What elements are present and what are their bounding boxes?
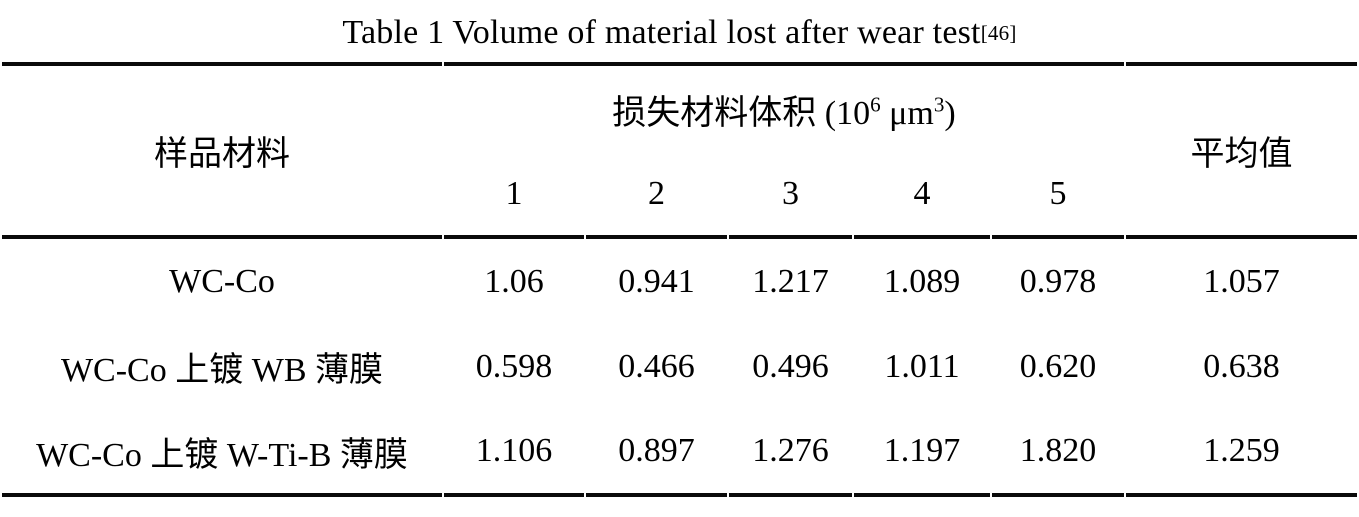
- cell-average: 1.057: [1203, 262, 1280, 300]
- cell-average: 0.638: [1203, 347, 1280, 385]
- col-header-trial-3: 3: [729, 152, 852, 239]
- col-header-trial-4: 4: [854, 152, 990, 239]
- table-row: WC-Co 上镀 W-Ti-B 薄膜 1.106 0.897 1.276 1.1…: [2, 409, 1358, 497]
- cell-value: 1.217: [752, 262, 829, 300]
- cell-material: WC-Co: [169, 262, 275, 300]
- col-header-trial-1: 1: [444, 152, 584, 239]
- header-row-trials: 1 2 3 4 5: [2, 152, 1357, 239]
- cell-value: 0.620: [1019, 347, 1097, 385]
- cell-value: 1.106: [444, 409, 584, 497]
- table-caption-text: Table 1 Volume of material lost after we…: [342, 14, 981, 51]
- cell-value: 1.011: [884, 347, 960, 385]
- cell-value: 1.06: [484, 262, 544, 300]
- table-row: WC-Co 1.06 0.941 1.217 1.089 0.978 1.057: [2, 239, 1357, 324]
- cell-value: 0.466: [618, 347, 695, 385]
- cell-value: 0.496: [752, 347, 829, 385]
- cell-value: 1.820: [992, 409, 1125, 497]
- col-header-trial-5: 5: [992, 152, 1125, 239]
- cell-value: 1.197: [854, 409, 990, 497]
- cell-value: 0.978: [1019, 262, 1097, 300]
- cell-value: 0.941: [618, 262, 695, 300]
- volume-unit-exponent-2: 3: [933, 92, 945, 117]
- volume-header-label: 损失材料体积: [612, 94, 817, 132]
- col-header-sample-material: 样品材料: [2, 62, 442, 239]
- col-header-volume-group: 损失材料体积 (106 μm3): [444, 62, 1125, 152]
- cell-average: 1.259: [1126, 409, 1358, 497]
- cell-value: 0.897: [586, 409, 727, 497]
- cell-material: WC-Co 上镀 WB 薄膜: [60, 352, 384, 389]
- volume-unit-mid: μm: [880, 94, 934, 132]
- col-header-average: 平均值: [1126, 62, 1358, 239]
- table-caption: Table 1 Volume of material lost after we…: [342, 14, 1017, 51]
- volume-unit-close: ): [944, 94, 956, 132]
- header-row-group: 样品材料 损失材料体积 (106 μm3) 平均值: [2, 62, 1358, 239]
- cell-value: 1.276: [729, 409, 852, 497]
- volume-unit-open: (10: [816, 94, 871, 132]
- cell-value: 0.598: [475, 347, 553, 385]
- data-table: 样品材料 损失材料体积 (106 μm3) 平均值 1 2 3 4 5 WC-C…: [0, 62, 1359, 497]
- cell-value: 1.089: [883, 262, 961, 300]
- table-row: WC-Co 上镀 WB 薄膜 0.598 0.466 0.496 1.011 0…: [2, 324, 1357, 409]
- col-header-trial-2: 2: [586, 152, 727, 239]
- volume-unit-exponent: 6: [870, 92, 881, 117]
- cell-material: WC-Co 上镀 W-Ti-B 薄膜: [2, 409, 442, 497]
